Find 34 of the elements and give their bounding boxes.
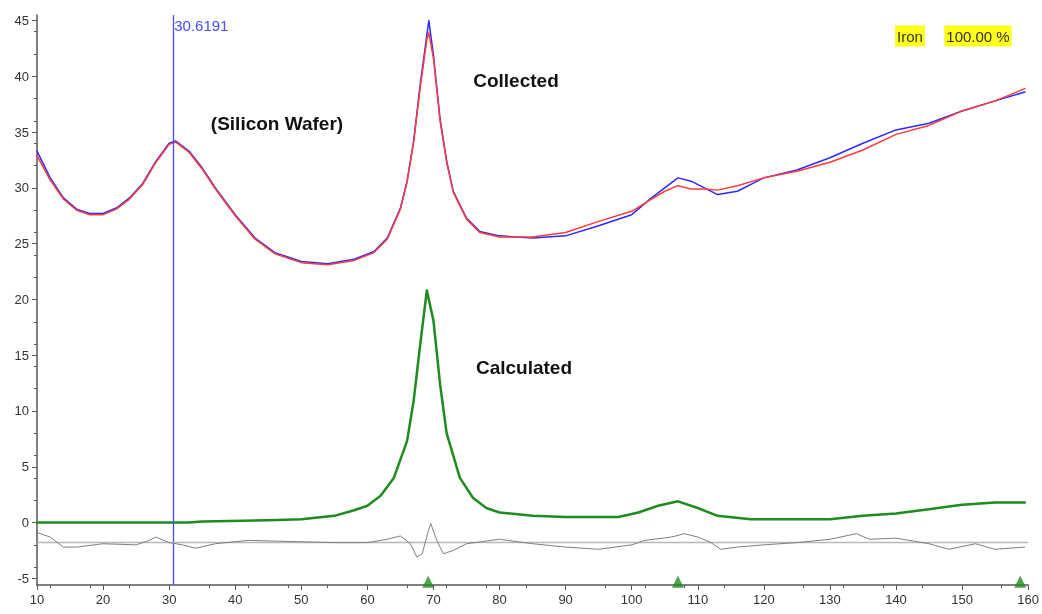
y-tick-label: 10 <box>14 403 29 419</box>
x-tick-label: 140 <box>885 592 907 607</box>
annotation: Calculated <box>475 356 573 378</box>
x-tick-label: 90 <box>558 592 573 607</box>
line-series <box>36 523 1026 558</box>
x-tick-label: 30 <box>161 592 177 607</box>
x-tick-label: 60 <box>360 592 375 607</box>
y-tick-label: 5 <box>21 459 29 475</box>
annotation: Iron <box>897 27 923 45</box>
line-series <box>35 289 1027 524</box>
x-tick-label: 110 <box>687 592 709 607</box>
annotation: 100.00 % <box>946 27 1010 45</box>
y-tick-label: 40 <box>14 68 29 84</box>
x-tick-label: 130 <box>819 592 841 607</box>
x-tick-label: 50 <box>294 592 309 607</box>
x-tick-label: 120 <box>753 592 775 607</box>
annotation: (Silicon Wafer) <box>210 112 344 134</box>
ref-line-label: 30.6191 <box>174 17 229 34</box>
y-tick-label: 25 <box>14 236 29 252</box>
y-tick-label: -5 <box>17 570 29 586</box>
y-tick-label: 20 <box>14 291 29 307</box>
annotation: Collected <box>473 69 559 91</box>
x-tick-label: 40 <box>228 592 243 607</box>
y-tick-label: 15 <box>14 347 29 363</box>
y-tick-label: 0 <box>21 515 29 531</box>
x-tick-label: 80 <box>492 592 507 607</box>
y-tick-label: 35 <box>14 124 29 140</box>
x-tick-label: 150 <box>951 592 973 607</box>
x-tick-label: 20 <box>95 592 111 607</box>
x-tick-label: 160 <box>1017 592 1040 607</box>
x-tick-label: 70 <box>426 592 441 607</box>
y-tick-label: 30 <box>14 180 29 196</box>
y-tick-label: 45 <box>14 13 29 29</box>
x-tick-label: 100 <box>620 592 643 607</box>
